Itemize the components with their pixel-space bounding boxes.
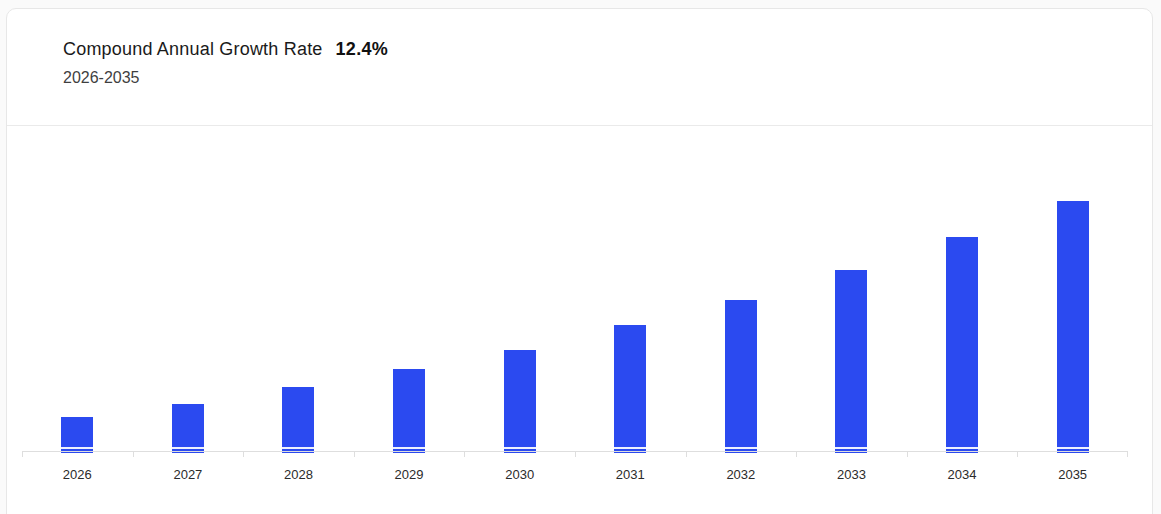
x-axis-labels: 2026202720282029203020312032203320342035 bbox=[22, 467, 1128, 482]
bar-2034[interactable] bbox=[946, 237, 978, 453]
bar-2027[interactable] bbox=[172, 404, 204, 453]
bar-2029[interactable] bbox=[393, 369, 425, 453]
bar-chart-plot-area: 2026202720282029203020312032203320342035 bbox=[22, 126, 1128, 514]
bar-2032[interactable] bbox=[725, 300, 757, 453]
bar-2028[interactable] bbox=[282, 387, 314, 453]
x-axis-label: 2035 bbox=[1017, 467, 1128, 482]
x-axis-tick bbox=[796, 452, 797, 457]
chart-subtitle: 2026-2035 bbox=[63, 69, 1096, 87]
x-axis-tick bbox=[907, 452, 908, 457]
bar-cell bbox=[243, 387, 354, 451]
bar-2030[interactable] bbox=[504, 350, 536, 453]
x-axis-tick bbox=[464, 452, 465, 457]
x-axis-label: 2028 bbox=[243, 467, 354, 482]
chart-title: Compound Annual Growth Rate bbox=[63, 39, 323, 60]
chart-header: Compound Annual Growth Rate 12.4% 2026-2… bbox=[7, 9, 1152, 126]
x-axis-tick bbox=[22, 452, 23, 457]
bar-cell bbox=[22, 417, 133, 451]
x-axis-tick bbox=[1127, 452, 1128, 457]
bar-cell bbox=[464, 350, 575, 451]
x-axis-tick bbox=[243, 452, 244, 457]
chart-card: Compound Annual Growth Rate 12.4% 2026-2… bbox=[6, 8, 1153, 514]
cagr-value: 12.4% bbox=[336, 39, 389, 60]
x-axis-label: 2027 bbox=[133, 467, 244, 482]
x-axis-label: 2029 bbox=[354, 467, 465, 482]
x-axis-label: 2030 bbox=[464, 467, 575, 482]
bar-cell bbox=[575, 325, 686, 451]
bar-2026[interactable] bbox=[61, 417, 93, 453]
bar-cell bbox=[796, 270, 907, 451]
bars-container bbox=[22, 126, 1128, 451]
bar-2033[interactable] bbox=[835, 270, 867, 453]
bar-2035[interactable] bbox=[1057, 201, 1089, 453]
bar-2031[interactable] bbox=[614, 325, 646, 453]
x-axis-label: 2026 bbox=[22, 467, 133, 482]
bar-cell bbox=[1017, 201, 1128, 451]
bar-cell bbox=[686, 300, 797, 451]
x-axis-label: 2032 bbox=[686, 467, 797, 482]
title-row: Compound Annual Growth Rate 12.4% bbox=[63, 39, 1096, 60]
bar-cell bbox=[354, 369, 465, 451]
bar-cell bbox=[133, 404, 244, 451]
x-axis-label: 2031 bbox=[575, 467, 686, 482]
x-axis-tick bbox=[133, 452, 134, 457]
x-axis-tick bbox=[354, 452, 355, 457]
x-axis-tick bbox=[686, 452, 687, 457]
x-axis-tick bbox=[575, 452, 576, 457]
x-axis-label: 2034 bbox=[907, 467, 1018, 482]
bar-cell bbox=[907, 237, 1018, 451]
x-axis-tick bbox=[1017, 452, 1018, 457]
x-axis-label: 2033 bbox=[796, 467, 907, 482]
